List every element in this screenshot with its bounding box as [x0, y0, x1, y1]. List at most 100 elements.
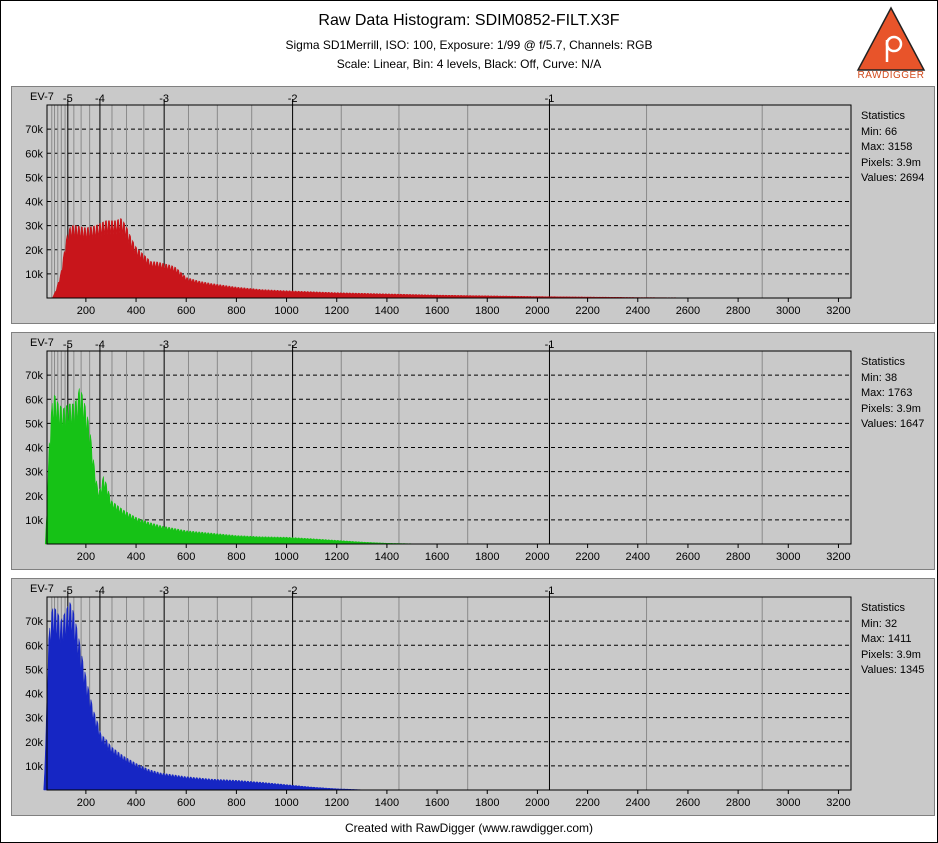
x-tick-label: 2800 — [726, 797, 750, 809]
y-tick-label: 10k — [25, 761, 43, 773]
x-tick-label: 3000 — [776, 551, 800, 563]
stats-min: Min: 38 — [861, 371, 898, 384]
y-tick-label: 20k — [25, 245, 43, 257]
histogram-panel-blue: 10k 20k 30k 40k 50k 60k 70k -5 -4 -3 -2 -1 EV-7 200 40… — [11, 578, 935, 816]
y-tick-label: 10k — [25, 515, 43, 527]
x-tick-label: 2600 — [676, 797, 700, 809]
stats-max: Max: 1763 — [861, 387, 913, 399]
x-tick-label: 2800 — [726, 305, 750, 317]
plot-border — [46, 350, 852, 545]
ev-label: -4 — [95, 339, 105, 351]
plot-border — [46, 596, 852, 791]
histogram-area-red — [48, 218, 828, 299]
stats-heading: Statistics — [861, 602, 906, 614]
ev-label: -1 — [545, 93, 555, 105]
x-tick-label: 2000 — [525, 551, 549, 563]
y-tick-label: 30k — [25, 221, 43, 233]
y-tick-label: 50k — [25, 664, 43, 676]
x-tick-label: 400 — [127, 797, 145, 809]
ev-label: -3 — [159, 339, 169, 351]
x-tick-label: 600 — [177, 305, 195, 317]
ev-label: -2 — [288, 93, 298, 105]
x-tick-label: 3000 — [776, 797, 800, 809]
x-tick-label: 1200 — [324, 797, 348, 809]
x-tick-label: 1800 — [475, 305, 499, 317]
histogram-chart-red: 10k 20k 30k 40k 50k 60k 70k -5 -4 -3 -2 -1 EV-7 200 40… — [25, 91, 852, 317]
histogram-area-blue — [43, 602, 390, 791]
ev-label: -1 — [545, 585, 555, 597]
stats-values: Values: 1345 — [861, 664, 925, 676]
ev-label: -1 — [545, 339, 555, 351]
statistics-box-red: Statistics Min: 66 Max: 3158 Pixels: 3.9… — [861, 109, 924, 187]
ev-axis-label: EV-7 — [30, 583, 54, 595]
histogram-chart-green: 10k 20k 30k 40k 50k 60k 70k -5 -4 -3 -2 -1 EV-7 200 40… — [25, 337, 852, 563]
x-tick-label: 2400 — [626, 797, 650, 809]
x-tick-label: 2200 — [575, 551, 599, 563]
x-tick-label: 2200 — [575, 305, 599, 317]
histogram-panel-green: 10k 20k 30k 40k 50k 60k 70k -5 -4 -3 -2 -1 EV-7 200 40… — [11, 332, 935, 570]
x-tick-label: 1600 — [425, 797, 449, 809]
x-tick-label: 400 — [127, 305, 145, 317]
ev-axis-label: EV-7 — [30, 91, 54, 103]
x-tick-label: 2200 — [575, 797, 599, 809]
ev-label: -5 — [63, 93, 73, 105]
x-tick-label: 2400 — [626, 305, 650, 317]
histogram-panel-red: 10k 20k 30k 40k 50k 60k 70k -5 -4 -3 -2 -1 EV-7 200 40… — [11, 86, 935, 324]
x-tick-label: 3000 — [776, 305, 800, 317]
x-tick-label: 1400 — [375, 551, 399, 563]
x-tick-label: 1600 — [425, 551, 449, 563]
ev-label: -2 — [288, 585, 298, 597]
x-tick-label: 600 — [177, 797, 195, 809]
x-tick-label: 3200 — [826, 305, 850, 317]
y-tick-label: 10k — [25, 269, 43, 281]
x-tick-label: 1400 — [375, 797, 399, 809]
x-tick-label: 200 — [77, 305, 95, 317]
x-tick-label: 1800 — [475, 797, 499, 809]
ev-label: -4 — [95, 585, 105, 597]
y-tick-label: 50k — [25, 418, 43, 430]
x-tick-label: 2000 — [525, 305, 549, 317]
stats-min: Min: 32 — [861, 617, 898, 630]
statistics-box-green: Statistics Min: 38 Max: 1763 Pixels: 3.9… — [861, 355, 924, 433]
y-tick-label: 60k — [25, 148, 43, 160]
logo-text: RAWDIGGER — [857, 70, 925, 81]
report-header: Raw Data Histogram: SDIM0852-FILT.X3F Si… — [0, 0, 938, 86]
x-tick-label: 200 — [77, 797, 95, 809]
x-tick-label: 3200 — [826, 797, 850, 809]
y-tick-label: 40k — [25, 443, 43, 455]
histogram-area-green — [44, 388, 478, 545]
x-tick-label: 600 — [177, 551, 195, 563]
x-tick-label: 2600 — [676, 305, 700, 317]
x-tick-label: 800 — [227, 797, 245, 809]
x-tick-label: 800 — [227, 551, 245, 563]
x-tick-label: 3200 — [826, 551, 850, 563]
x-tick-label: 2800 — [726, 551, 750, 563]
ev-label: -3 — [159, 93, 169, 105]
histogram-settings: Scale: Linear, Bin: 4 levels, Black: Off… — [336, 57, 602, 71]
stats-min: Min: 66 — [861, 125, 898, 138]
rawdigger-logo-icon — [856, 6, 926, 71]
histogram-chart-blue: 10k 20k 30k 40k 50k 60k 70k -5 -4 -3 -2 -1 EV-7 200 40… — [25, 583, 852, 809]
x-tick-label: 1000 — [274, 551, 298, 563]
stats-max: Max: 1411 — [861, 633, 912, 645]
statistics-box-blue: Statistics Min: 32 Max: 1411 Pixels: 3.9… — [861, 601, 924, 679]
stats-heading: Statistics — [861, 110, 906, 122]
stats-values: Values: 2694 — [861, 172, 925, 184]
y-tick-label: 40k — [25, 689, 43, 701]
plot-border — [46, 104, 852, 299]
stats-pixels: Pixels: 3.9m — [861, 648, 921, 661]
x-tick-label: 1800 — [475, 551, 499, 563]
stats-values: Values: 1647 — [861, 418, 925, 430]
y-tick-label: 50k — [25, 172, 43, 184]
y-tick-label: 70k — [25, 124, 43, 136]
y-tick-label: 40k — [25, 197, 43, 209]
x-tick-label: 2000 — [525, 797, 549, 809]
y-tick-label: 20k — [25, 491, 43, 503]
stats-pixels: Pixels: 3.9m — [861, 402, 921, 415]
y-tick-label: 30k — [25, 467, 43, 479]
y-tick-label: 30k — [25, 713, 43, 725]
y-tick-label: 70k — [25, 370, 43, 382]
ev-label: -5 — [63, 339, 73, 351]
stats-max: Max: 3158 — [861, 141, 913, 153]
ev-label: -5 — [63, 585, 73, 597]
